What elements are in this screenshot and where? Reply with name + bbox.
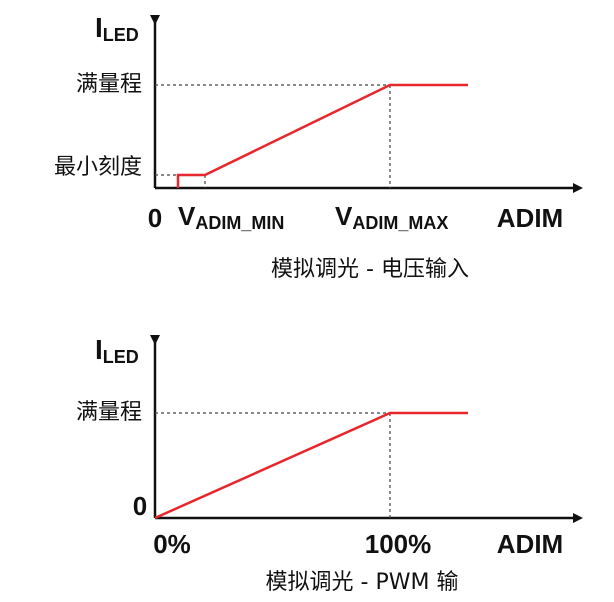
x-tick-label: VADIM_MIN [178, 201, 284, 233]
min-scale-label: 最小刻度 [54, 155, 142, 180]
tick-main: V [178, 201, 196, 231]
x-label: ADIM [497, 529, 563, 559]
y-label-sub: LED [103, 25, 139, 45]
y-label: ILED [95, 12, 139, 44]
tick-sub: ADIM_MIN [195, 213, 284, 233]
pwm-chart: ILED 满量程 0 0% 100% ADIM 模拟调光 - PWM 输 [76, 334, 583, 595]
y-label-main: I [95, 334, 103, 365]
x-tick-label: 0% [153, 529, 191, 559]
tick-main: V [335, 201, 353, 231]
y-label-main: I [95, 12, 103, 43]
x-tick-label: VADIM_MAX [335, 201, 448, 233]
caption: 模拟调光 - PWM 输 [266, 570, 459, 595]
y-label: ILED [95, 334, 139, 366]
full-scale-label: 满量程 [76, 72, 142, 97]
origin-label: 0 [133, 491, 147, 521]
response-line [154, 411, 468, 520]
full-scale-label: 满量程 [76, 400, 142, 425]
caption: 模拟调光 - 电压输入 [271, 257, 469, 282]
voltage-chart: ILED 满量程 最小刻度 0 VADIM_MIN VADIM_MAX ADIM… [54, 12, 583, 282]
x-label: ADIM [497, 203, 563, 233]
tick-sub: ADIM_MAX [352, 213, 448, 233]
response-line [176, 83, 468, 188]
x-tick-label: 100% [365, 529, 432, 559]
guide-lines [155, 84, 391, 188]
y-label-sub: LED [103, 347, 139, 367]
origin-label: 0 [148, 203, 162, 233]
